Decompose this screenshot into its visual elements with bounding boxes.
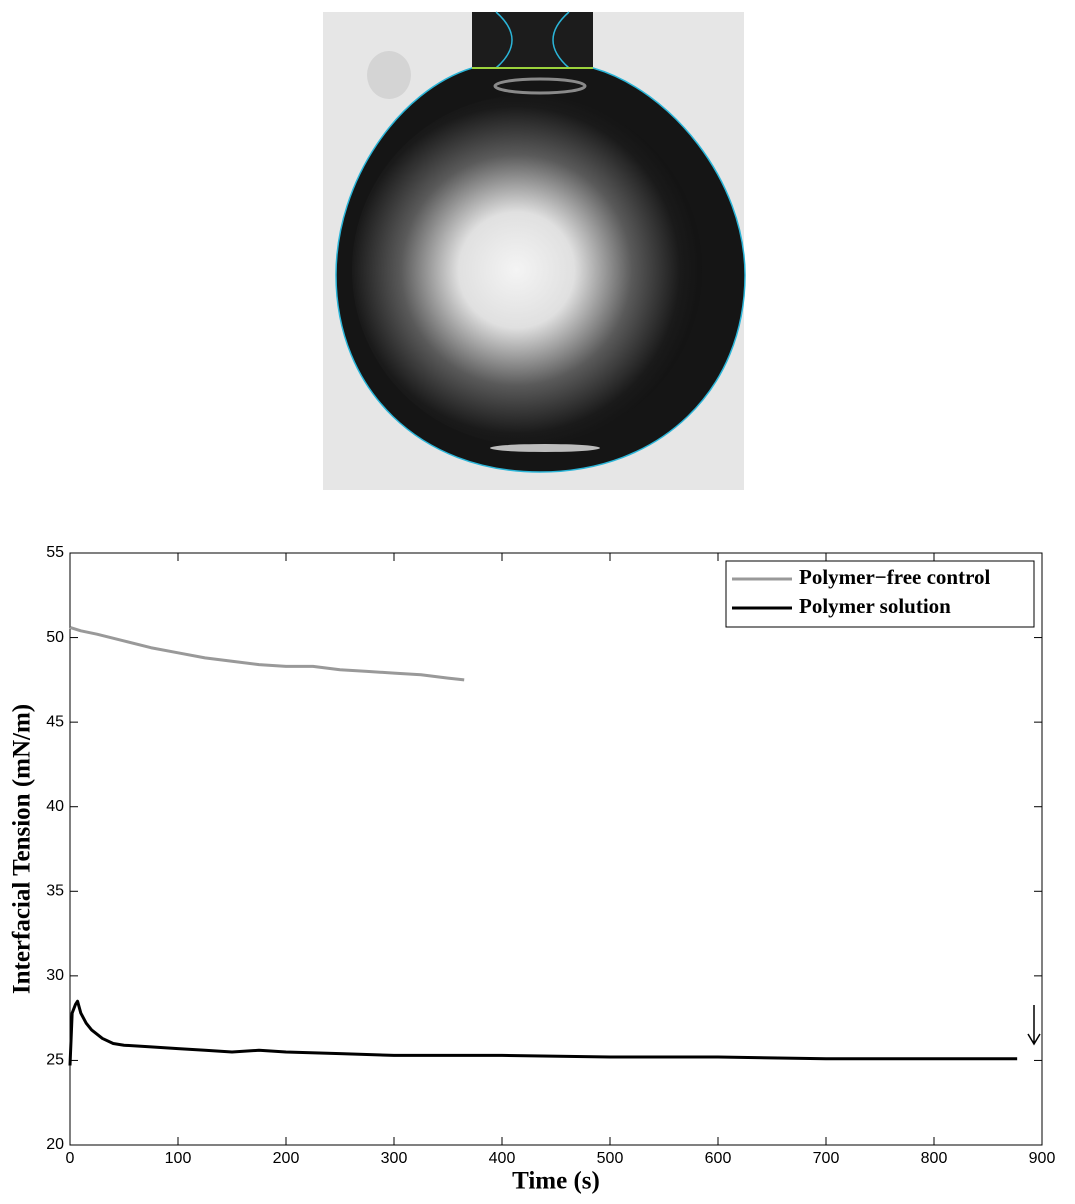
y-tick-label: 30 — [46, 967, 64, 984]
x-tick-label: 200 — [273, 1150, 300, 1167]
x-tick-label: 500 — [597, 1150, 624, 1167]
y-axis-label: Interfacial Tension (mN/m) — [9, 704, 36, 994]
x-axis-label: Time (s) — [512, 1168, 600, 1195]
y-tick-label: 40 — [46, 798, 64, 815]
x-tick-label: 700 — [813, 1150, 840, 1167]
legend-label: Polymer−free control — [799, 565, 991, 589]
y-tick-label: 25 — [46, 1052, 64, 1069]
reflection — [490, 444, 600, 452]
y-tick-label: 20 — [46, 1136, 64, 1153]
x-tick-label: 800 — [921, 1150, 948, 1167]
needle — [472, 12, 593, 70]
y-tick-label: 35 — [46, 883, 64, 900]
x-tick-label: 600 — [705, 1150, 732, 1167]
droplet-image — [323, 12, 745, 490]
x-tick-label: 400 — [489, 1150, 516, 1167]
x-tick-label: 900 — [1029, 1150, 1056, 1167]
legend: Polymer−free control Polymer solution — [726, 561, 1034, 627]
series-line — [70, 627, 464, 679]
drop-highlight — [352, 95, 702, 445]
y-tick-label: 50 — [46, 629, 64, 646]
legend-label: Polymer solution — [799, 594, 951, 618]
x-tick-label: 100 — [165, 1150, 192, 1167]
figure: Time (s) Interfacial Tension (mN/m) 0 100… — [0, 0, 1075, 1199]
series-line — [70, 1001, 1017, 1065]
x-tick-label: 0 — [66, 1150, 75, 1167]
arrow-annotation — [1028, 1005, 1040, 1044]
plot: Time (s) Interfacial Tension (mN/m) 0 100… — [9, 544, 1056, 1195]
y-tick-label: 45 — [46, 713, 64, 730]
x-tick-label: 300 — [381, 1150, 408, 1167]
smudge — [367, 51, 411, 99]
y-tick-label: 55 — [46, 544, 64, 561]
page: {"chart_data": {"type": "line", "xlabel"… — [0, 0, 1075, 1204]
